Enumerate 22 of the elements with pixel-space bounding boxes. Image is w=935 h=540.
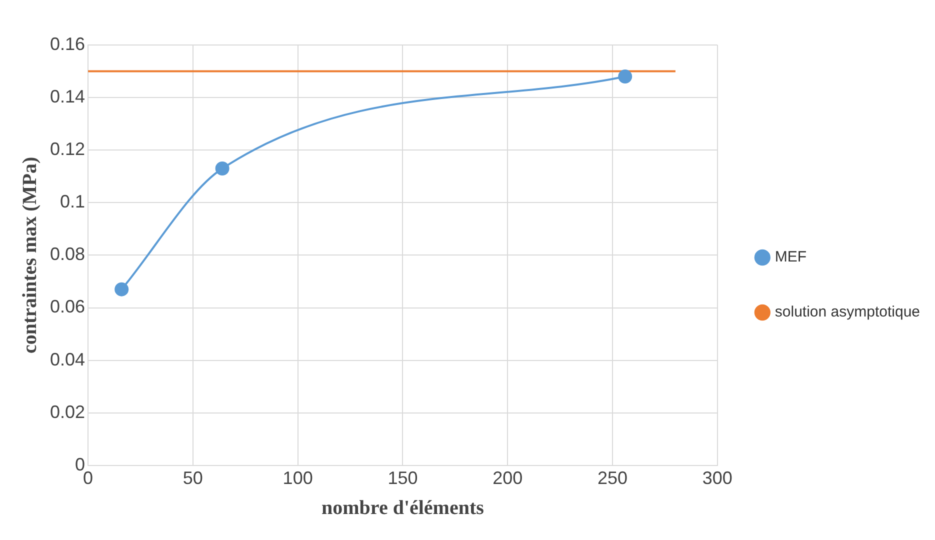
y-tick-label: 0.06 [50, 296, 86, 317]
x-tick-label: 250 [597, 468, 628, 488]
x-tick-label: 300 [702, 468, 732, 488]
y-tick-label: 0.14 [50, 86, 86, 107]
point [114, 282, 129, 296]
x-tick-label: 200 [492, 468, 523, 488]
y-tick-label: 0.04 [50, 349, 86, 370]
y-tick-label: 0.08 [50, 244, 86, 264]
y-axis-title: contraintes max (MPa) [19, 156, 42, 354]
x-tick-label: 100 [282, 468, 313, 488]
x-tick-label: 50 [182, 468, 203, 488]
y-tick-label: 0.12 [50, 139, 86, 160]
legend-label: MEF [774, 248, 807, 266]
y-tick-label: 0.1 [60, 192, 86, 212]
legend-label: solution asymptotique [774, 304, 920, 321]
y-tick-label: 0 [75, 454, 86, 474]
x-axis-title: nombre d'éléments [322, 497, 484, 520]
y-tick-label: 0.16 [50, 34, 86, 54]
point [618, 70, 632, 84]
point [215, 161, 230, 176]
x-tick-label: 150 [388, 468, 418, 488]
y-tick-label: 0.02 [50, 402, 86, 422]
